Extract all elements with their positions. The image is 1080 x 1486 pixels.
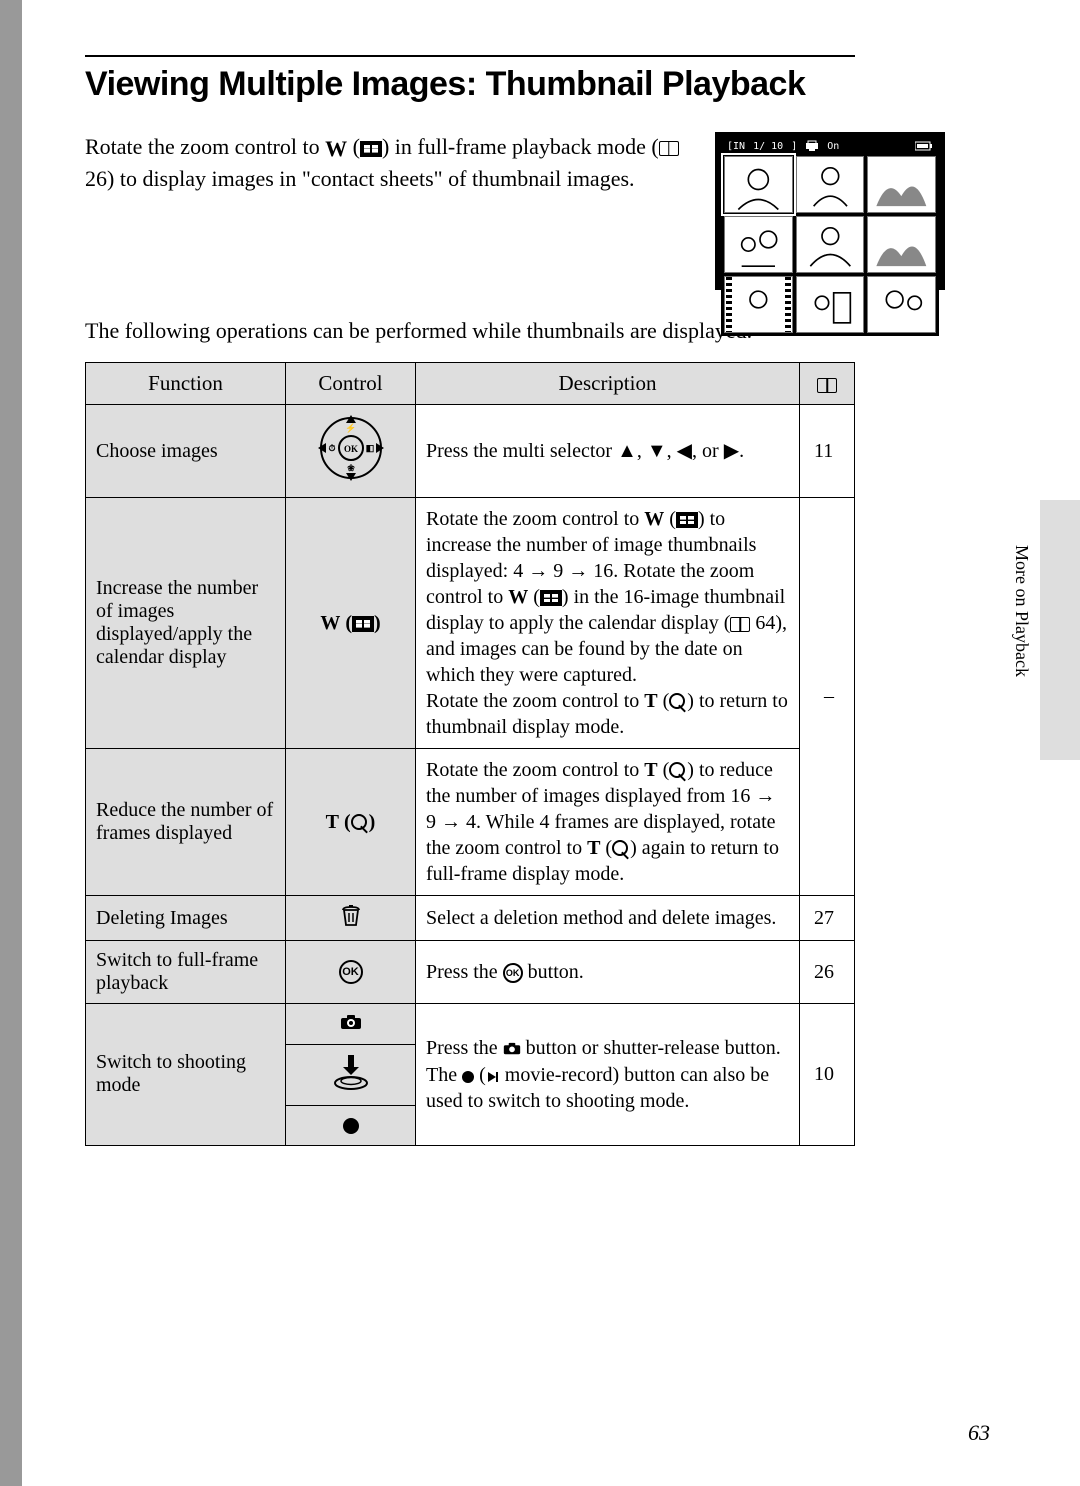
- svg-text:OK: OK: [343, 444, 357, 454]
- desc-reduce: Rotate the zoom control to T () to reduc…: [416, 749, 800, 896]
- col-description: Description: [416, 363, 800, 405]
- ref-choose-images: 11: [800, 405, 855, 498]
- ref-delete: 27: [800, 896, 855, 941]
- in-indicator: [IN: [727, 141, 745, 152]
- thumbnail-icon: [360, 141, 382, 157]
- thumb-cell: [867, 216, 936, 273]
- ctrl-w-zoom: W (): [286, 498, 416, 749]
- section-tab: [1040, 500, 1080, 760]
- thumb-cell: [867, 276, 936, 333]
- thumb-cell: [867, 156, 936, 213]
- desc-delete: Select a deletion method and delete imag…: [416, 896, 800, 941]
- col-function: Function: [86, 363, 286, 405]
- ctrl-t-zoom: T (): [286, 749, 416, 896]
- func-increase: Increase the number of images displayed/…: [86, 498, 286, 749]
- ref-fullframe: 26: [800, 941, 855, 1004]
- ctrl-ok: OK: [286, 941, 416, 1004]
- thumb-cell: [724, 156, 793, 213]
- frame-counter: 1/ 10: [753, 141, 783, 152]
- lcd-header: [IN 1/ 10] On: [721, 138, 939, 156]
- col-reference: [800, 363, 855, 405]
- camera-icon: [340, 1013, 362, 1036]
- svg-text:❀: ❀: [347, 463, 355, 473]
- func-delete: Deleting Images: [86, 896, 286, 941]
- ctrl-trash: [286, 896, 416, 941]
- col-control: Control: [286, 363, 416, 405]
- ctrl-multi-selector: OK ⚡ ❀ ⏱ ◧: [286, 405, 416, 498]
- desc-choose-images: Press the multi selector ▲, ▼, ◀, or ▶.: [416, 405, 800, 498]
- svg-text:◧: ◧: [365, 443, 374, 453]
- battery-icon: [915, 141, 933, 151]
- thumb-cell: [796, 216, 865, 273]
- magnify-icon: [351, 814, 369, 832]
- func-fullframe: Switch to full-frame playback: [86, 941, 286, 1004]
- manual-ref-icon: [659, 141, 679, 156]
- thumbnail-icon: [352, 616, 374, 632]
- multi-selector-icon: OK ⚡ ❀ ⏱ ◧: [316, 413, 386, 489]
- ctrl-record-dot: [286, 1105, 416, 1145]
- ok-button-icon: OK: [339, 960, 363, 984]
- lcd-preview: [IN 1/ 10] On: [715, 132, 945, 290]
- page-left-gutter: [0, 0, 22, 1486]
- svg-text:⚡: ⚡: [345, 422, 356, 434]
- magnify-icon: [669, 693, 687, 711]
- func-shooting: Switch to shooting mode: [86, 1004, 286, 1146]
- thumb-cell: [796, 156, 865, 213]
- page-number: 63: [968, 1420, 990, 1446]
- ctrl-shutter-press: [286, 1044, 416, 1105]
- desc-increase: Rotate the zoom control to W () to incre…: [416, 498, 800, 749]
- record-dot-icon: [343, 1118, 359, 1134]
- print-on-label: On: [827, 141, 839, 152]
- manual-ref-icon: [817, 378, 837, 393]
- page-title: Viewing Multiple Images: Thumbnail Playb…: [85, 65, 945, 104]
- desc-shooting: Press the button or shutter-release butt…: [416, 1004, 800, 1146]
- func-reduce: Reduce the number of frames displayed: [86, 749, 286, 896]
- trash-icon: [341, 904, 361, 932]
- operations-table: Function Control Description Choose imag…: [85, 362, 855, 1146]
- thumb-cell: [724, 216, 793, 273]
- ctrl-camera: [286, 1004, 416, 1045]
- shutter-press-icon: [331, 1053, 371, 1097]
- thumb-cell: [796, 276, 865, 333]
- section-label: More on Playback: [1011, 545, 1032, 677]
- desc-fullframe: Press the OK button.: [416, 941, 800, 1004]
- intro-paragraph: Rotate the zoom control to W () in full-…: [85, 132, 697, 290]
- thumb-cell: [724, 276, 793, 333]
- func-choose-images: Choose images: [86, 405, 286, 498]
- ref-zoom: –: [800, 498, 855, 896]
- ref-shooting: 10: [800, 1004, 855, 1146]
- svg-text:⏱: ⏱: [328, 443, 335, 453]
- title-rule: [85, 55, 855, 57]
- print-icon: [805, 140, 819, 152]
